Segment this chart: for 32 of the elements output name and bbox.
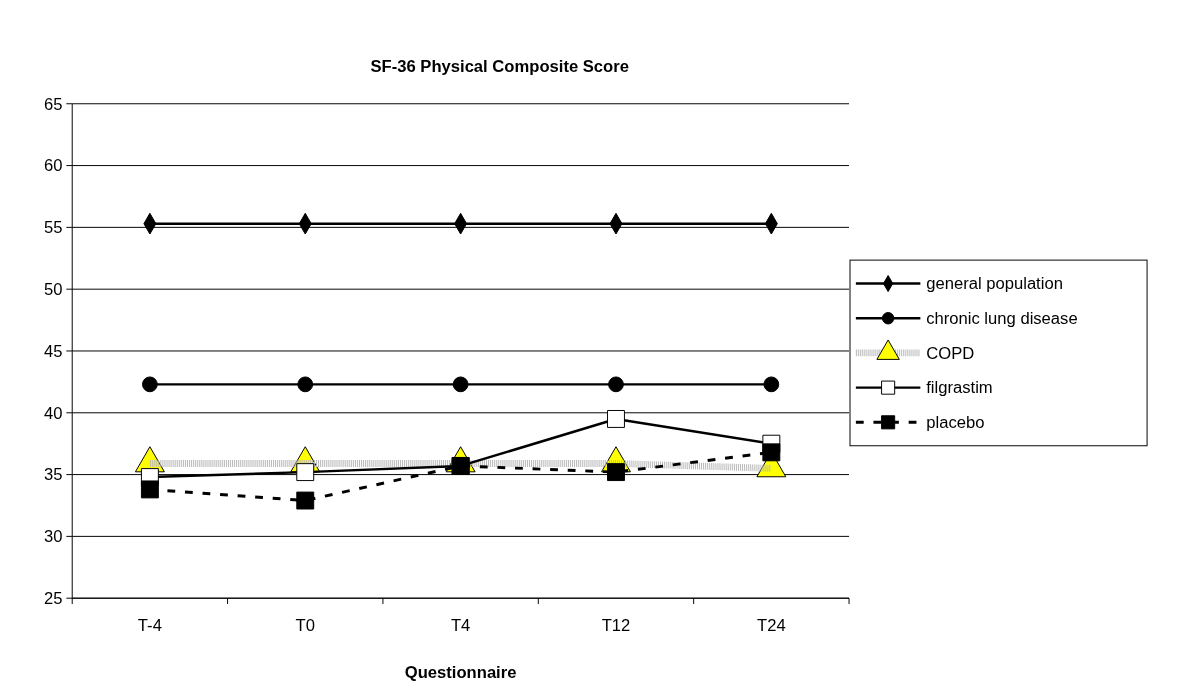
point bbox=[607, 463, 625, 482]
y-tick-label: 65 bbox=[43, 94, 63, 114]
y-tick-label: 50 bbox=[43, 279, 63, 299]
x-axis-title: Questionnaire bbox=[404, 663, 517, 683]
point bbox=[452, 376, 469, 393]
legend-label: general population bbox=[926, 274, 1063, 294]
point bbox=[762, 443, 781, 462]
point bbox=[297, 376, 314, 393]
point bbox=[763, 376, 780, 393]
legend-label: COPD bbox=[926, 343, 975, 363]
point bbox=[608, 376, 624, 393]
y-tick-label: 40 bbox=[43, 403, 63, 423]
x-tick-label: T4 bbox=[450, 616, 471, 636]
legend-label: placebo bbox=[926, 413, 985, 433]
chart-title: SF-36 Physical Composite Score bbox=[370, 57, 629, 77]
y-tick-label: 35 bbox=[43, 465, 63, 485]
point bbox=[296, 463, 315, 482]
y-tick-label: 60 bbox=[43, 156, 63, 176]
point bbox=[607, 410, 625, 428]
y-tick-label: 55 bbox=[43, 218, 63, 238]
point bbox=[140, 480, 159, 499]
x-tick-label: T12 bbox=[601, 616, 631, 636]
y-tick-label: 30 bbox=[43, 527, 63, 547]
x-tick-label: T24 bbox=[757, 616, 786, 636]
y-tick-label: 25 bbox=[43, 589, 63, 609]
y-tick-label: 45 bbox=[43, 341, 63, 361]
legend-label: filgrastim bbox=[926, 378, 993, 398]
legend-label: chronic lung disease bbox=[926, 309, 1078, 329]
x-tick-label: T-4 bbox=[137, 616, 162, 636]
point bbox=[296, 491, 315, 510]
x-tick-label: T0 bbox=[295, 616, 315, 636]
point bbox=[142, 376, 158, 393]
